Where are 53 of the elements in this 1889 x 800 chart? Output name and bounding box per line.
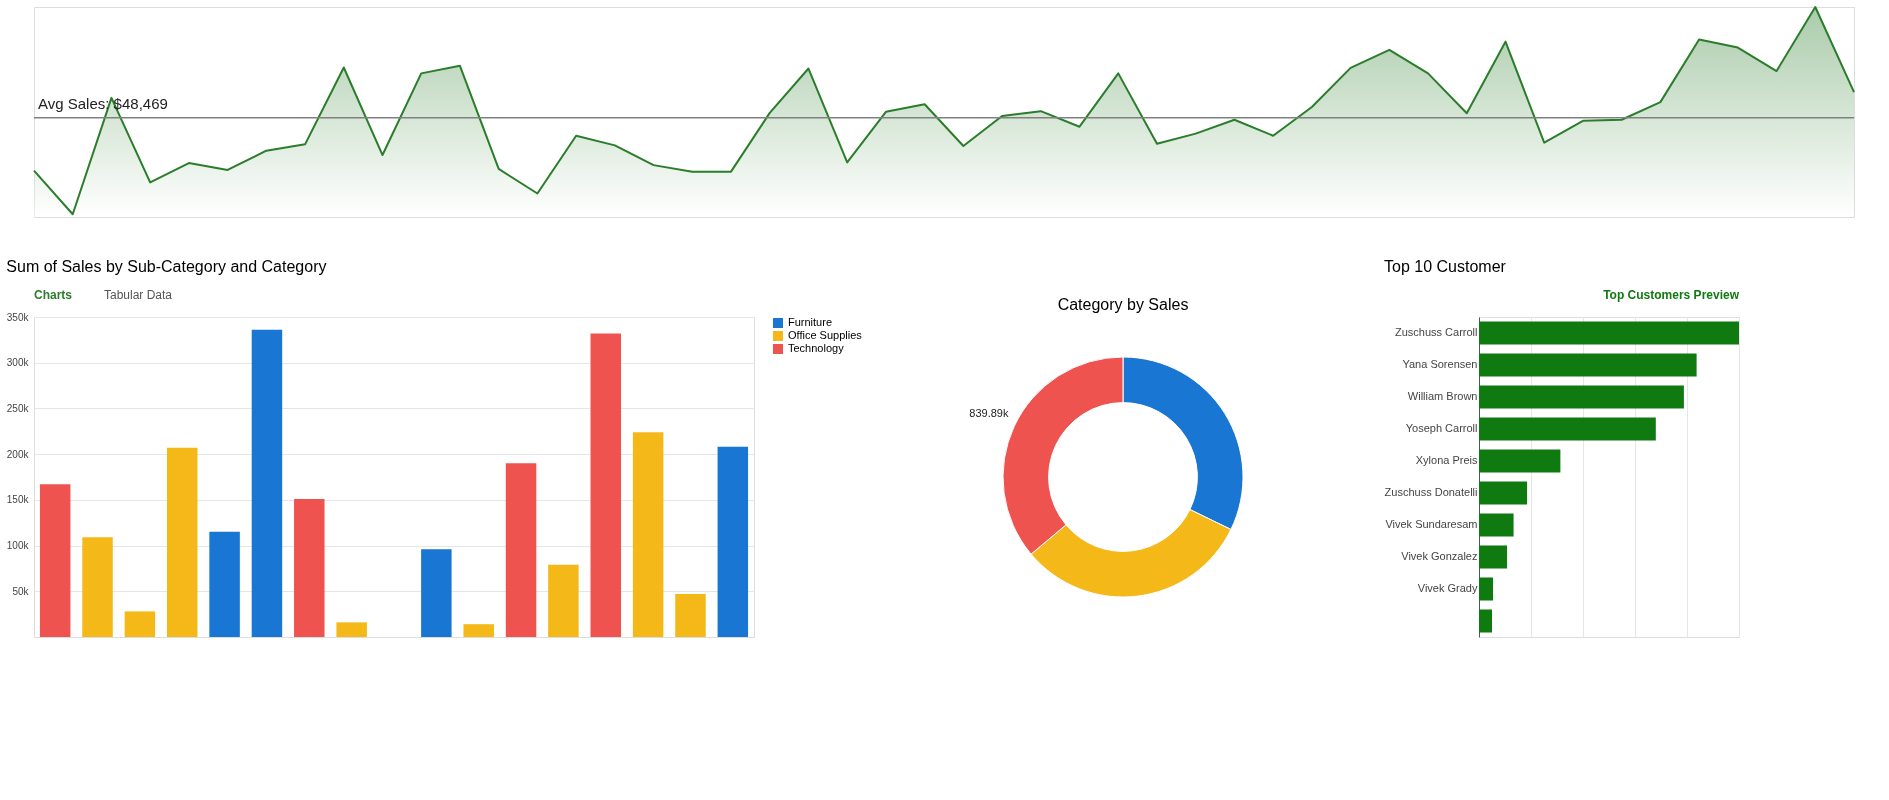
y-tick-label: 350k xyxy=(6,311,30,323)
chart-title: Top 10 Customer xyxy=(1384,258,1507,275)
bar xyxy=(39,484,71,637)
y-tick-label: 200k xyxy=(6,448,30,460)
y-tick-label: Zuschuss Carroll xyxy=(1394,326,1478,338)
bar xyxy=(717,446,749,637)
y-tick-label: Yana Sorensen xyxy=(1402,358,1478,370)
bar xyxy=(1479,481,1528,505)
y-tick-label: Vivek Grady xyxy=(1417,582,1478,594)
bar xyxy=(1479,545,1508,569)
bar xyxy=(294,498,325,637)
bar xyxy=(209,531,240,637)
y-tick-label: 150k xyxy=(6,494,30,506)
bar xyxy=(675,594,706,637)
bar xyxy=(124,611,156,637)
y-tick-label: Vivek Sundaresam xyxy=(1385,518,1478,530)
bar xyxy=(463,624,494,637)
y-tick-label: Xylona Preis xyxy=(1415,454,1478,466)
bar xyxy=(421,549,452,637)
text: Tabular Data xyxy=(104,288,173,302)
bar xyxy=(1479,385,1684,409)
bar xyxy=(1479,513,1514,537)
bar xyxy=(336,622,367,637)
bar xyxy=(590,333,622,637)
legend-label: Furniture xyxy=(788,316,833,328)
y-tick-label: Vivek Gonzalez xyxy=(1401,550,1478,562)
bar xyxy=(82,537,113,637)
y-tick-label: William Brown xyxy=(1407,390,1478,402)
text: Charts xyxy=(34,288,73,302)
chart-title: Category by Sales xyxy=(1057,296,1189,313)
bar xyxy=(548,564,579,637)
bar xyxy=(505,463,537,637)
bar xyxy=(166,447,198,637)
bar xyxy=(1479,609,1492,633)
bar xyxy=(1479,449,1561,473)
y-tick-label: 250k xyxy=(6,402,30,414)
bar xyxy=(1479,417,1656,441)
y-tick-label: Zuschuss Donatelli xyxy=(1384,486,1478,498)
legend-label: Technology xyxy=(788,342,845,354)
y-tick-label: 100k xyxy=(6,540,30,552)
text: Top Customers Preview xyxy=(1603,288,1740,302)
bar xyxy=(251,329,283,637)
bar xyxy=(1479,577,1494,601)
y-tick-label: 50k xyxy=(12,585,30,597)
data-label: 839.89k xyxy=(969,407,1009,420)
bar xyxy=(1479,321,1739,345)
bar xyxy=(632,432,664,637)
legend-label: Office Supplies xyxy=(788,329,863,341)
y-tick-label: Yoseph Carroll xyxy=(1405,422,1478,434)
y-tick-label: 300k xyxy=(6,357,30,369)
chart-title: Sum of Sales by Sub-Category and Category xyxy=(6,258,327,275)
bar xyxy=(1479,353,1697,377)
annotation: Avg Sales: $48,469 xyxy=(38,94,168,112)
